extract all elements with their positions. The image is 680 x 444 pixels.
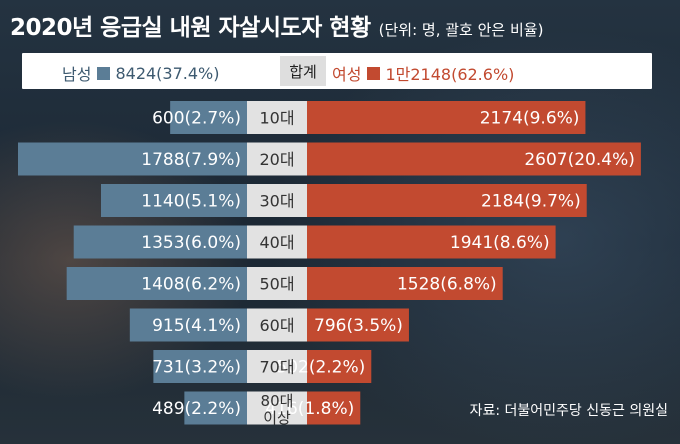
female-data-label: 2607(20.4%) bbox=[524, 150, 635, 170]
male-bar bbox=[184, 391, 247, 425]
male-bar bbox=[129, 308, 247, 342]
legend: 남성 8424(37.4%) 합계 여성 1만2148(62.6%) bbox=[22, 53, 652, 89]
male-data-label: 1408(6.2%) bbox=[141, 275, 241, 295]
category-label: 70대 bbox=[259, 358, 294, 377]
female-data-label: 1528(6.8%) bbox=[397, 275, 497, 295]
category-label: 30대 bbox=[259, 192, 294, 211]
legend-female-value: 1만2148(62.6%) bbox=[385, 65, 515, 84]
chart-title: 2020년 응급실 내원 자살시도자 현황 bbox=[10, 15, 371, 41]
male-data-label: 731(3.2%) bbox=[152, 358, 241, 378]
legend-total-label: 합계 bbox=[280, 56, 326, 86]
title-row: 2020년 응급실 내원 자살시도자 현황 (단위: 명, 괄호 안은 비율) bbox=[10, 8, 670, 46]
legend-male-swatch bbox=[97, 66, 111, 80]
female-data-label: 1941(8.6%) bbox=[450, 233, 550, 253]
male-data-label: 1140(5.1%) bbox=[141, 192, 241, 212]
legend-male-value: 8424(37.4%) bbox=[115, 63, 220, 83]
category-band bbox=[247, 142, 307, 176]
category-label: 20대 bbox=[259, 150, 294, 169]
male-data-label: 600(2.7%) bbox=[152, 109, 241, 129]
legend-male: 남성 8424(37.4%) bbox=[62, 61, 219, 85]
male-data-label: 489(2.2%) bbox=[152, 399, 241, 419]
category-band bbox=[247, 225, 307, 259]
female-bar bbox=[307, 142, 641, 176]
male-data-label: 1353(6.0%) bbox=[141, 233, 241, 253]
male-bar bbox=[73, 225, 247, 259]
unit-note: (단위: 명, 괄호 안은 비율) bbox=[378, 21, 544, 39]
category-band bbox=[247, 184, 307, 217]
category-label: 40대 bbox=[259, 233, 294, 252]
male-bar bbox=[100, 184, 247, 217]
male-bar bbox=[18, 142, 247, 176]
category-label: 80대 이상 bbox=[261, 392, 294, 427]
legend-female: 여성 1만2148(62.6%) bbox=[332, 61, 514, 85]
category-label: 50대 bbox=[259, 275, 294, 294]
category-band bbox=[247, 350, 307, 383]
female-bar bbox=[307, 391, 361, 425]
male-bar bbox=[153, 350, 247, 383]
source-note: 자료: 더불어민주당 신동근 의원실 bbox=[469, 403, 668, 419]
female-bar bbox=[307, 308, 409, 342]
female-data-label: 2184(9.7%) bbox=[481, 192, 581, 212]
category-label: 10대 bbox=[259, 109, 294, 128]
female-bar bbox=[307, 225, 556, 259]
male-data-label: 1788(7.9%) bbox=[141, 150, 241, 170]
category-band bbox=[247, 391, 307, 425]
category-band bbox=[247, 308, 307, 342]
category-band bbox=[247, 267, 307, 300]
female-bar bbox=[307, 350, 372, 383]
male-bar bbox=[170, 101, 247, 134]
male-bar bbox=[66, 267, 247, 300]
legend-male-label: 남성 bbox=[62, 65, 92, 84]
female-bar bbox=[307, 101, 586, 134]
category-label: 60대 bbox=[259, 316, 294, 335]
female-data-label: 2174(9.6%) bbox=[480, 109, 580, 129]
legend-female-label: 여성 bbox=[332, 65, 362, 84]
female-data-label: 796(3.5%) bbox=[314, 316, 403, 336]
legend-female-swatch bbox=[367, 66, 381, 80]
male-data-label: 915(4.1%) bbox=[152, 316, 241, 336]
female-data-label: 502(2.2%) bbox=[276, 358, 365, 378]
female-bar bbox=[307, 184, 587, 217]
female-bar bbox=[307, 267, 503, 300]
female-data-label: 416(1.8%) bbox=[265, 399, 354, 419]
category-band bbox=[247, 101, 307, 134]
